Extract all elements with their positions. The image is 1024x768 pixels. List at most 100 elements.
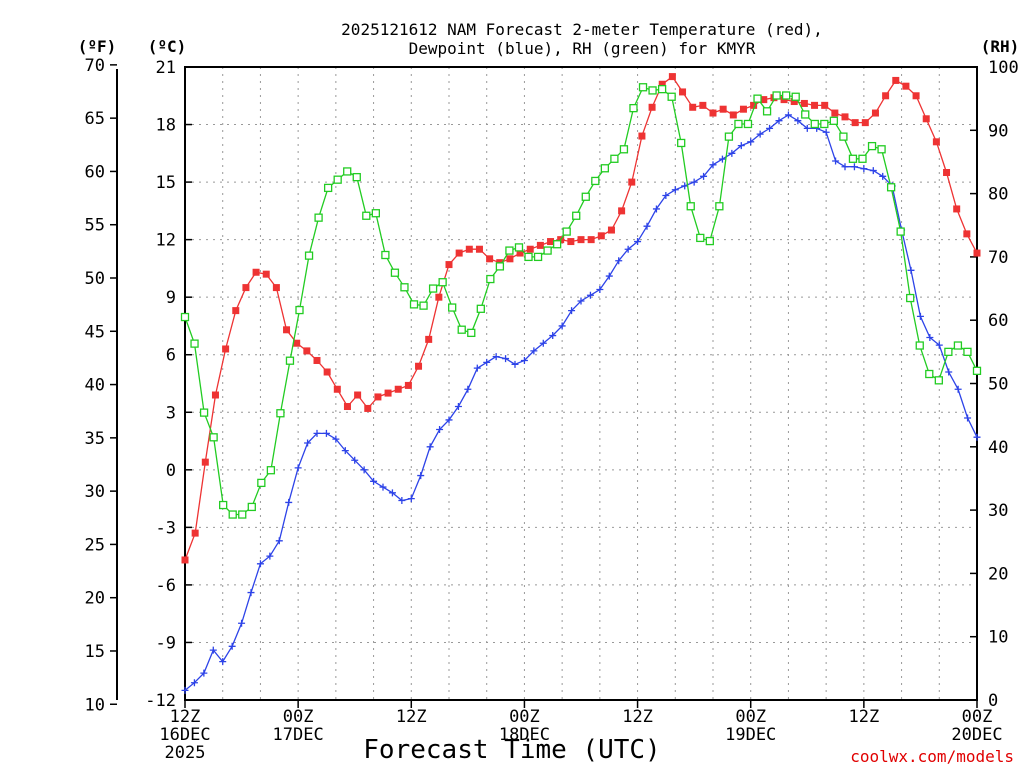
rh-point <box>495 262 505 271</box>
time-tick-label: 18DEC <box>499 725 550 745</box>
dewpoint-point <box>596 286 604 294</box>
temperature-point <box>333 385 341 393</box>
rh-point <box>276 409 285 418</box>
dewpoint-point <box>841 163 849 171</box>
temperature-point <box>425 335 433 343</box>
dewpoint-point <box>860 165 868 173</box>
rh-tick-label: 50 <box>988 375 1008 395</box>
rh-point <box>801 110 810 119</box>
celsius-tick-label: 18 <box>156 116 176 136</box>
dewpoint-point <box>700 172 708 180</box>
time-tick-label: 00Z <box>509 707 540 727</box>
rh-point <box>877 145 886 154</box>
dewpoint-point <box>190 679 198 687</box>
temperature-point <box>861 119 869 127</box>
fahrenheit-tick-label: 15 <box>85 642 105 662</box>
credit-text: coolwx.com/models <box>850 747 1014 766</box>
rh-point <box>591 176 600 186</box>
chart-title: 2025121612 NAM Forecast 2-meter Temperat… <box>341 20 823 58</box>
rh-point <box>934 376 943 385</box>
temperature-point <box>821 101 829 109</box>
rh-point <box>476 304 485 313</box>
fahrenheit-tick-label: 30 <box>85 482 105 502</box>
rh-tick-label: 10 <box>988 628 1008 648</box>
temperature-point <box>912 92 920 100</box>
fahrenheit-tick-label: 40 <box>85 376 105 396</box>
rh-point <box>648 86 657 95</box>
dewpoint-point <box>690 178 698 186</box>
dewpoint-point <box>398 497 406 505</box>
celsius-tick-label: 6 <box>166 346 176 366</box>
temperature-point <box>242 284 250 292</box>
rh-point <box>295 305 304 315</box>
dewpoint-point <box>756 130 764 138</box>
fahrenheit-tick-label: 55 <box>85 216 105 236</box>
rh-point <box>285 356 295 365</box>
dewpoint-point <box>351 456 359 464</box>
dewpoint-point <box>662 192 670 200</box>
dewpoint-point <box>568 307 576 315</box>
rh-point <box>886 183 896 192</box>
time-tick-label: 12Z <box>170 707 201 727</box>
temperature-point <box>607 226 615 234</box>
celsius-tick-label: 3 <box>166 403 176 423</box>
dewpoint-point <box>954 385 962 393</box>
time-tick-label: 00Z <box>962 707 993 727</box>
time-tick-label: 16DEC <box>159 725 210 745</box>
rh-point <box>686 202 695 211</box>
temperature-point <box>455 249 463 257</box>
dewpoint-point <box>709 161 717 169</box>
dewpoint-point <box>577 297 585 305</box>
celsius-tick-label: -6 <box>156 576 176 596</box>
dewpoint-point <box>935 341 943 349</box>
rh-point <box>667 92 676 101</box>
temperature-point <box>790 98 798 106</box>
temperature-point <box>445 261 453 269</box>
dewpoint-point <box>850 163 858 171</box>
fahrenheit-tick-label: 60 <box>85 162 105 182</box>
temperature-point <box>354 391 362 399</box>
dewpoint-point <box>728 149 736 157</box>
temperature-point <box>547 238 555 246</box>
temperature-point <box>973 249 981 257</box>
temperature-point <box>232 307 240 315</box>
rh-point <box>238 510 247 519</box>
rh-point <box>180 312 190 322</box>
temperature-point <box>709 109 717 117</box>
dewpoint-point <box>926 333 934 341</box>
rh-point <box>772 91 781 100</box>
dewpoint-point <box>370 477 378 485</box>
temperature-point <box>841 113 849 121</box>
temperature-point <box>303 347 311 355</box>
temperature-point <box>932 138 940 146</box>
celsius-tick-label: -9 <box>156 633 176 653</box>
temperature-point <box>699 101 707 109</box>
rh-point <box>352 172 361 182</box>
temperature-point <box>800 99 808 107</box>
temperature-point <box>851 119 859 127</box>
temperature-point <box>750 101 758 109</box>
dewpoint-point <box>615 257 623 265</box>
time-tick-label: 20DEC <box>951 725 1002 745</box>
dewpoint-point <box>322 429 330 437</box>
temperature-point <box>679 88 687 96</box>
temperature-point <box>272 284 280 292</box>
time-tick-label: 19DEC <box>725 725 776 745</box>
temperature-series <box>181 73 981 564</box>
dewpoint-point <box>907 266 915 274</box>
dewpoint-point <box>558 322 566 330</box>
time-tick-label: 12Z <box>622 707 653 727</box>
dewpoint-point <box>426 443 434 451</box>
rh-point <box>381 250 390 260</box>
temperature-point <box>536 241 544 249</box>
dewpoint-point <box>200 669 208 677</box>
rh-point <box>199 408 209 417</box>
rh-point <box>963 347 972 357</box>
dewpoint-point <box>775 117 783 125</box>
rh-point <box>677 138 686 148</box>
dewpoint-point <box>304 439 312 447</box>
temperature-point <box>882 92 890 100</box>
dewpoint-point <box>502 355 510 363</box>
